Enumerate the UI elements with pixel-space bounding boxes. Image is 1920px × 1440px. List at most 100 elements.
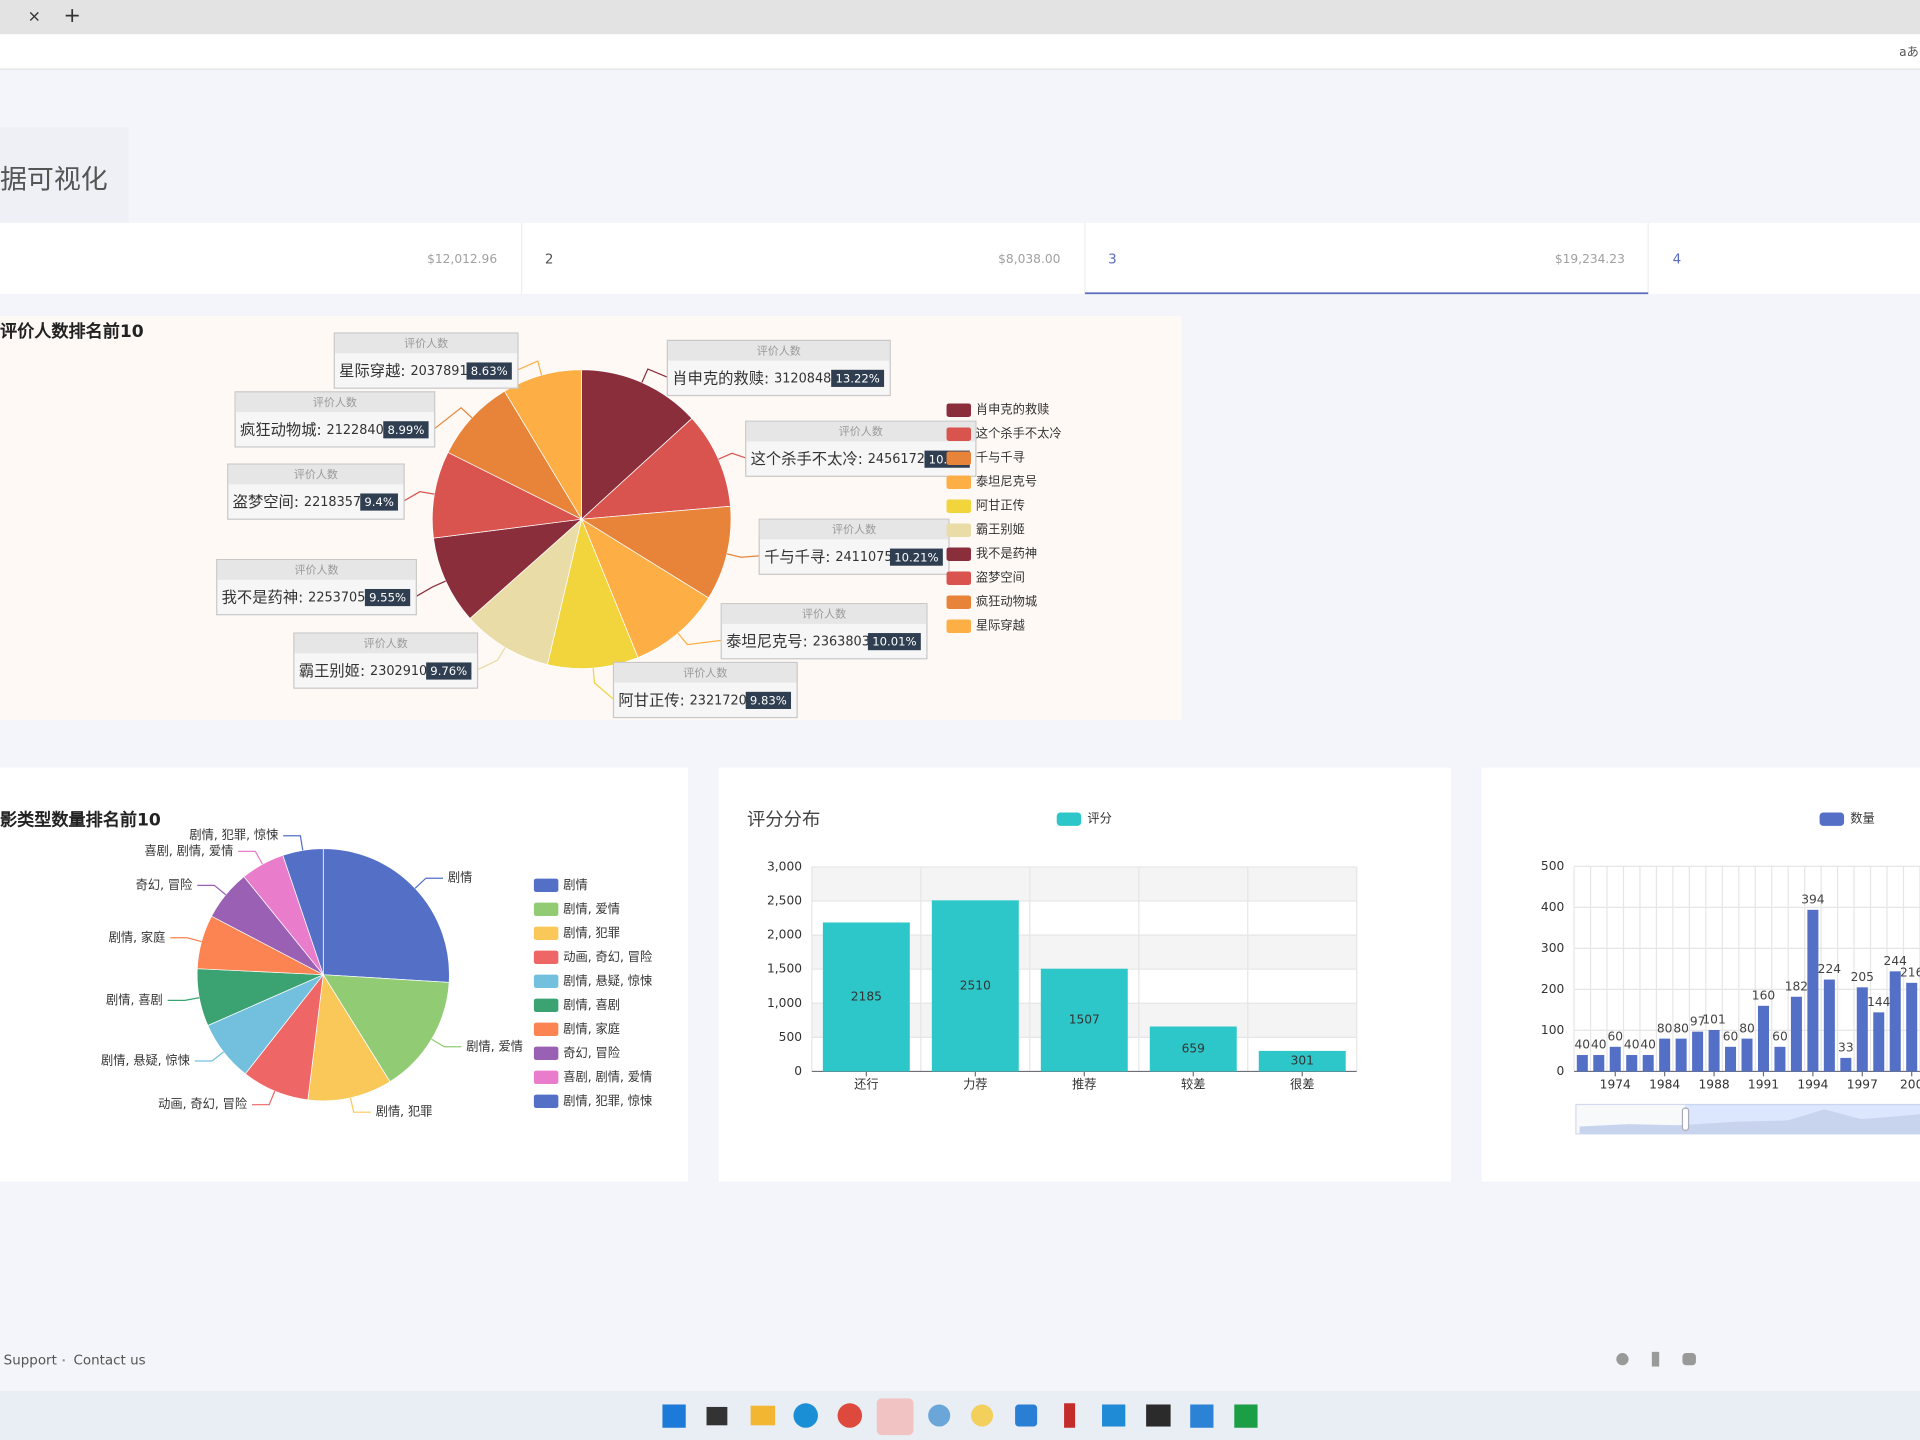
label-text: 疯狂动物城: 2122840 [240, 420, 384, 438]
legend-label: 剧情, 犯罪, 惊悚 [563, 1093, 652, 1108]
bar [1692, 1031, 1704, 1072]
social-icon[interactable] [1616, 1353, 1629, 1366]
bar [1790, 996, 1802, 1072]
label-name: 星际穿越 [339, 362, 400, 380]
bar-value-label: 40 [1624, 1038, 1640, 1052]
y-tick-label: 400 [1541, 900, 1564, 914]
label-text: 阿甘正传: 2321720 [618, 691, 746, 709]
page-title: 据可视化 [0, 165, 108, 196]
label-value: 2302910 [370, 664, 427, 679]
slice-label: 剧情, 爱情 [466, 1039, 523, 1053]
footer-link[interactable]: Support [4, 1353, 57, 1368]
legend-swatch [533, 902, 559, 917]
legend-swatch [533, 926, 559, 941]
bar [1725, 1046, 1737, 1072]
reader-mode[interactable]: aあ [1899, 45, 1919, 59]
close-tab[interactable]: × [28, 7, 41, 26]
bar [1258, 1050, 1346, 1072]
bar [1856, 987, 1868, 1072]
leader-line [167, 997, 200, 1002]
y-tick-label: 0 [794, 1064, 802, 1078]
legend-swatch [1056, 812, 1082, 826]
legend-label: 霸王别姬 [976, 523, 1025, 537]
pie-slice [282, 848, 324, 975]
bar [1757, 1005, 1769, 1072]
label-header [746, 421, 976, 442]
social-icon[interactable] [1651, 1351, 1660, 1367]
label-series: 评价人数 [294, 468, 338, 481]
x-tick-label: 较差 [1181, 1076, 1205, 1091]
app-icon[interactable] [837, 1403, 863, 1428]
label-sep: : [298, 588, 303, 606]
app-icon[interactable] [1064, 1403, 1076, 1428]
label-series: 评价人数 [294, 564, 338, 577]
app-icon[interactable] [1146, 1404, 1171, 1427]
label-text: 泰坦尼克号: 2363803 [726, 632, 870, 650]
label-sep: : [764, 369, 769, 387]
label-series: 评价人数 [802, 608, 846, 621]
app-icon[interactable] [1102, 1404, 1126, 1427]
legend-label: 剧情, 犯罪 [563, 926, 620, 940]
slice-label: 喜剧, 剧情, 爱情 [144, 844, 233, 858]
zoom-handle [1681, 1107, 1690, 1131]
legend-swatch [946, 475, 972, 489]
app-icon[interactable] [1015, 1404, 1038, 1427]
slice-label: 剧情 [448, 871, 472, 885]
bar-value-label: 301 [1291, 1054, 1314, 1068]
label-sep: : [400, 362, 405, 380]
footer-link[interactable]: Contact us [73, 1353, 145, 1368]
app-icon[interactable] [750, 1405, 776, 1426]
pie-slice [431, 451, 583, 539]
app-icon[interactable] [876, 1398, 914, 1436]
pie-slice [447, 390, 583, 521]
stat-label[interactable]: 4 [1673, 253, 1682, 268]
app-icon[interactable] [1190, 1404, 1214, 1428]
legend-swatch [533, 998, 559, 1013]
bar [1774, 1046, 1786, 1072]
stat-label[interactable]: 2 [545, 253, 554, 268]
x-tick-label: 200 [1900, 1077, 1920, 1091]
social-icon[interactable] [1682, 1353, 1696, 1366]
app-icon[interactable] [706, 1406, 728, 1426]
label-value: 2218357 [304, 495, 361, 510]
leader-line [416, 580, 446, 597]
legend-swatch [533, 1022, 559, 1037]
label-series: 评价人数 [313, 396, 357, 409]
app-icon[interactable] [1234, 1404, 1258, 1428]
legend-swatch [533, 1094, 559, 1109]
new-tab[interactable]: + [64, 3, 81, 27]
legend-label: 动画, 奇幻, 冒险 [563, 949, 652, 964]
start-icon[interactable] [662, 1404, 686, 1428]
stat-value[interactable]: $19,234.23 [1555, 252, 1625, 266]
bar-value-label: 80 [1657, 1021, 1673, 1035]
legend-swatch [533, 878, 559, 893]
label-header [228, 464, 404, 485]
legend-swatch [946, 571, 972, 585]
app-icon[interactable] [793, 1403, 818, 1428]
percent-badge [889, 548, 943, 566]
bar [1659, 1038, 1671, 1072]
legend-swatch [946, 619, 972, 633]
stat-value[interactable]: $12,012.96 [427, 252, 497, 266]
zoom-preview [1579, 1109, 1920, 1134]
bar-value-label: 60 [1772, 1030, 1788, 1044]
x-tick-label: 很差 [1290, 1077, 1314, 1091]
legend-label: 数量 [1850, 811, 1874, 826]
stat-label[interactable]: 3 [1108, 253, 1117, 268]
leader-line [283, 835, 304, 851]
label-header [614, 663, 797, 683]
bar-value-label: 40 [1575, 1038, 1591, 1052]
leader-line [170, 937, 202, 943]
app-icon[interactable] [971, 1404, 994, 1427]
label-name: 我不是药神 [222, 588, 299, 606]
bar-value-label: 216 [1900, 966, 1920, 980]
legend-label: 疯狂动物城 [976, 594, 1037, 609]
stat-value[interactable]: $8,038.00 [998, 252, 1060, 266]
label-series: 评价人数 [832, 523, 876, 536]
label-header [294, 633, 477, 654]
app-icon[interactable] [928, 1404, 951, 1427]
chart-title: 评价人数排名前10 [0, 321, 144, 342]
